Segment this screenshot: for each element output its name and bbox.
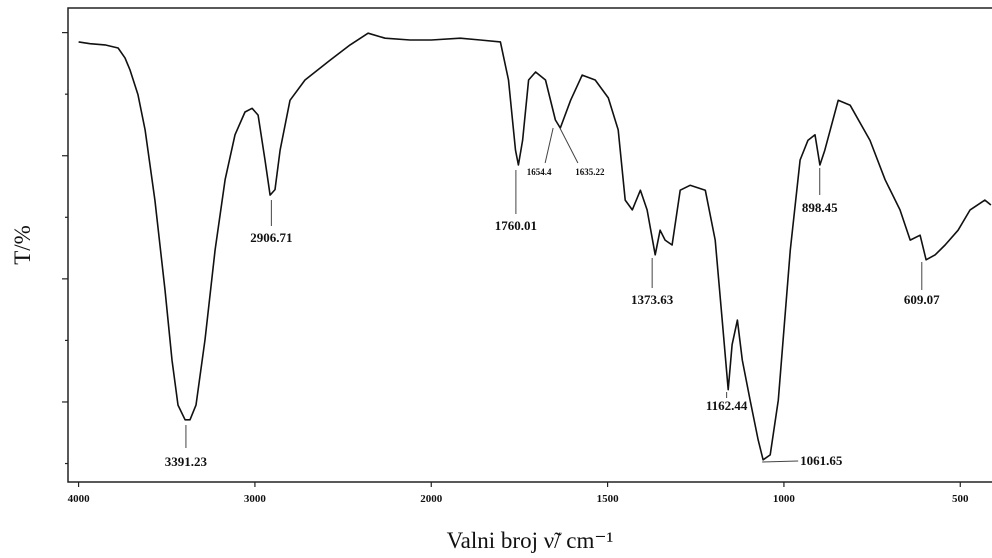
annotation: 1654.4 <box>527 167 552 177</box>
annotation-leader <box>544 127 554 164</box>
annotation: 609.07 <box>904 292 940 307</box>
annotation-leader <box>559 127 579 164</box>
annotation: 1162.44 <box>706 398 748 413</box>
x-tick-label: 3000 <box>244 493 267 505</box>
spectrum-line <box>78 32 992 461</box>
annotation: 1061.65 <box>800 453 843 468</box>
annotation: 1635.22 <box>575 167 605 177</box>
annotation: 2906.71 <box>250 230 292 245</box>
x-tick-label: 500 <box>952 493 969 505</box>
annotation-leader <box>762 460 799 463</box>
x-tick-label: 1000 <box>773 493 796 505</box>
x-axis-label: Valni broj ν̃/ cm⁻¹ <box>447 528 614 553</box>
annotation: 898.45 <box>802 200 838 215</box>
y-axis-label: T/% <box>10 225 35 265</box>
annotation: 1373.63 <box>631 292 674 307</box>
x-tick-label: 4000 <box>68 493 91 505</box>
annotation: 1760.01 <box>495 218 537 233</box>
x-tick-label: 2000 <box>420 493 443 505</box>
annotation: 3391.23 <box>165 454 208 469</box>
plot-frame <box>67 7 992 483</box>
x-tick-label: 1500 <box>597 493 620 505</box>
